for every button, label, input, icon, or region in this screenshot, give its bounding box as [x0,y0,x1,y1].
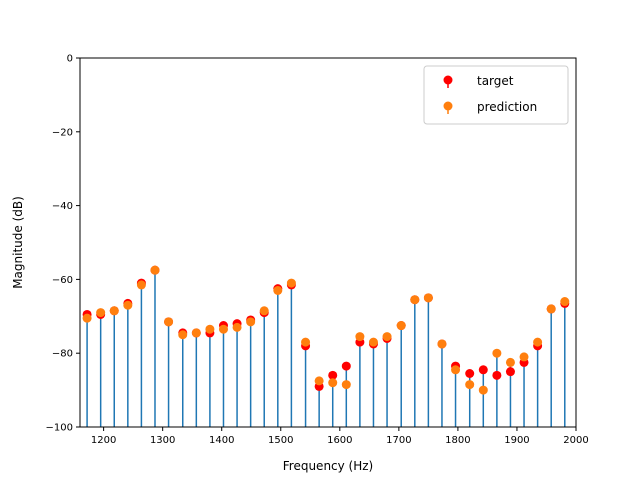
legend-box [423,65,569,125]
legend-label-prediction: prediction [477,100,537,114]
marker-target [492,370,502,380]
marker-target [478,365,488,375]
marker-prediction [123,300,133,310]
marker-prediction [560,297,570,307]
marker-prediction [178,330,188,340]
legend-marker-target [443,75,453,85]
x-axis-ticks: 1200 1300 1400 1500 1600 1700 1800 1900 2000 [91,427,589,446]
marker-target [341,361,351,371]
x-tick-label: 1900 [504,435,529,446]
marker-prediction [314,376,324,386]
marker-prediction [218,324,228,334]
marker-prediction [301,337,311,347]
marker-prediction [492,348,502,358]
x-axis-title: Frequency (Hz) [283,459,374,473]
marker-prediction [191,328,201,338]
x-tick-label: 1500 [268,435,293,446]
marker-prediction [150,265,160,275]
marker-prediction [164,317,174,327]
data-markers [82,265,570,395]
marker-prediction [478,385,488,395]
marker-prediction [546,304,556,314]
legend-label-target: target [477,74,514,88]
x-tick-label: 1300 [150,435,175,446]
marker-prediction [136,280,146,290]
y-tick-label: −100 [46,423,73,434]
marker-prediction [109,306,119,316]
marker-prediction [259,306,269,316]
marker-prediction [505,357,515,367]
x-tick-label: 2000 [563,435,588,446]
marker-prediction [286,278,296,288]
marker-prediction [519,352,529,362]
marker-prediction [273,285,283,295]
marker-prediction [341,380,351,390]
y-tick-label: 0 [67,54,73,65]
marker-prediction [423,293,433,303]
marker-prediction [328,378,338,388]
x-tick-label: 1700 [386,435,411,446]
legend: target prediction [423,65,569,125]
marker-prediction [396,321,406,331]
y-axis-title: Magnitude (dB) [11,196,25,289]
marker-prediction [96,308,106,318]
marker-prediction [382,332,392,342]
marker-target [465,368,475,378]
x-tick-label: 1800 [445,435,470,446]
stem-lines [86,270,566,427]
marker-target [328,370,338,380]
marker-prediction [82,313,92,323]
marker-prediction [410,295,420,305]
marker-target [505,367,515,377]
x-tick-label: 1400 [209,435,234,446]
legend-marker-prediction [443,101,453,111]
plot-frame [79,57,577,428]
marker-prediction [465,380,475,390]
y-tick-label: −60 [52,275,73,286]
y-axis-ticks: 0 −20 −40 −60 −80 −100 [46,54,80,434]
marker-prediction [533,337,543,347]
marker-prediction [368,337,378,347]
marker-prediction [355,332,365,342]
marker-prediction [246,317,256,327]
marker-prediction [232,322,242,332]
marker-prediction [451,365,461,375]
y-tick-label: −20 [52,127,73,138]
x-tick-label: 1200 [91,435,116,446]
x-tick-label: 1600 [327,435,352,446]
y-tick-label: −40 [52,201,73,212]
marker-prediction [437,339,447,349]
y-tick-label: −80 [52,349,73,360]
marker-prediction [205,324,215,334]
